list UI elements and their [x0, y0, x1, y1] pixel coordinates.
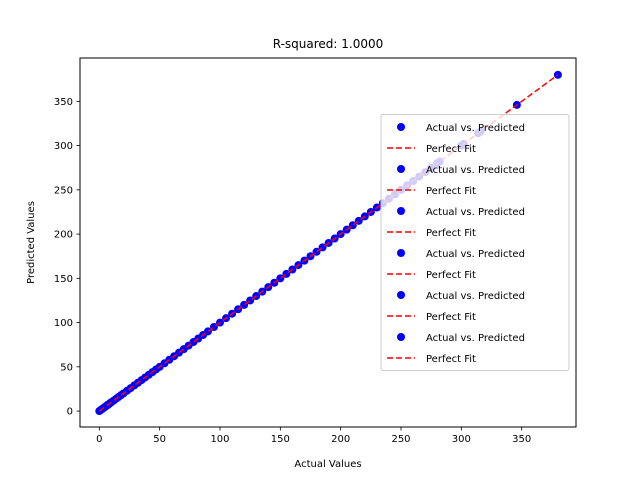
- x-tick-label: 100: [210, 434, 229, 445]
- y-tick-label: 0: [67, 407, 73, 418]
- legend-marker: [397, 333, 405, 341]
- data-point: [553, 70, 562, 79]
- legend-label: Perfect Fit: [426, 228, 476, 239]
- legend-marker: [397, 123, 405, 131]
- legend-marker: [397, 207, 405, 215]
- legend-label: Perfect Fit: [426, 270, 476, 281]
- legend-label: Actual vs. Predicted: [426, 165, 525, 176]
- x-axis: 0 50 100 150 200 250 300 350: [96, 427, 531, 445]
- x-tick-label: 350: [512, 434, 531, 445]
- legend-label: Actual vs. Predicted: [426, 249, 525, 260]
- legend-marker: [397, 165, 405, 173]
- x-tick-label: 50: [153, 434, 166, 445]
- legend-marker: [397, 249, 405, 257]
- legend-label: Actual vs. Predicted: [426, 207, 525, 218]
- y-tick-label: 300: [54, 141, 73, 152]
- legend-label: Perfect Fit: [426, 354, 476, 365]
- plot-frame: [79, 57, 577, 428]
- legend-label: Actual vs. Predicted: [426, 291, 525, 302]
- legend-label: Actual vs. Predicted: [426, 123, 525, 134]
- chart-title: R-squared: 1.0000: [273, 37, 384, 51]
- x-tick-label: 0: [96, 434, 102, 445]
- legend-marker: [397, 291, 405, 299]
- y-axis-label: Predicted Values: [26, 201, 37, 284]
- legend-label: Perfect Fit: [426, 144, 476, 155]
- y-tick-label: 250: [54, 185, 73, 196]
- y-tick-label: 200: [54, 230, 73, 241]
- y-tick-label: 100: [54, 318, 73, 329]
- legend-label: Perfect Fit: [426, 186, 476, 197]
- y-axis: 0 50 100 150 200 250 300 350: [54, 97, 80, 418]
- y-tick-label: 350: [54, 97, 73, 108]
- legend-frame: [380, 114, 570, 371]
- x-tick-label: 200: [331, 434, 350, 445]
- legend: Actual vs. Predicted Perfect Fit Actual vs…: [380, 114, 570, 371]
- x-tick-label: 300: [452, 434, 471, 445]
- x-axis-label: Actual Values: [294, 459, 361, 470]
- x-tick-label: 250: [391, 434, 410, 445]
- legend-label: Perfect Fit: [426, 312, 476, 323]
- x-tick-label: 150: [271, 434, 290, 445]
- y-tick-label: 50: [60, 362, 73, 373]
- legend-label: Actual vs. Predicted: [426, 333, 525, 344]
- y-tick-label: 150: [54, 274, 73, 285]
